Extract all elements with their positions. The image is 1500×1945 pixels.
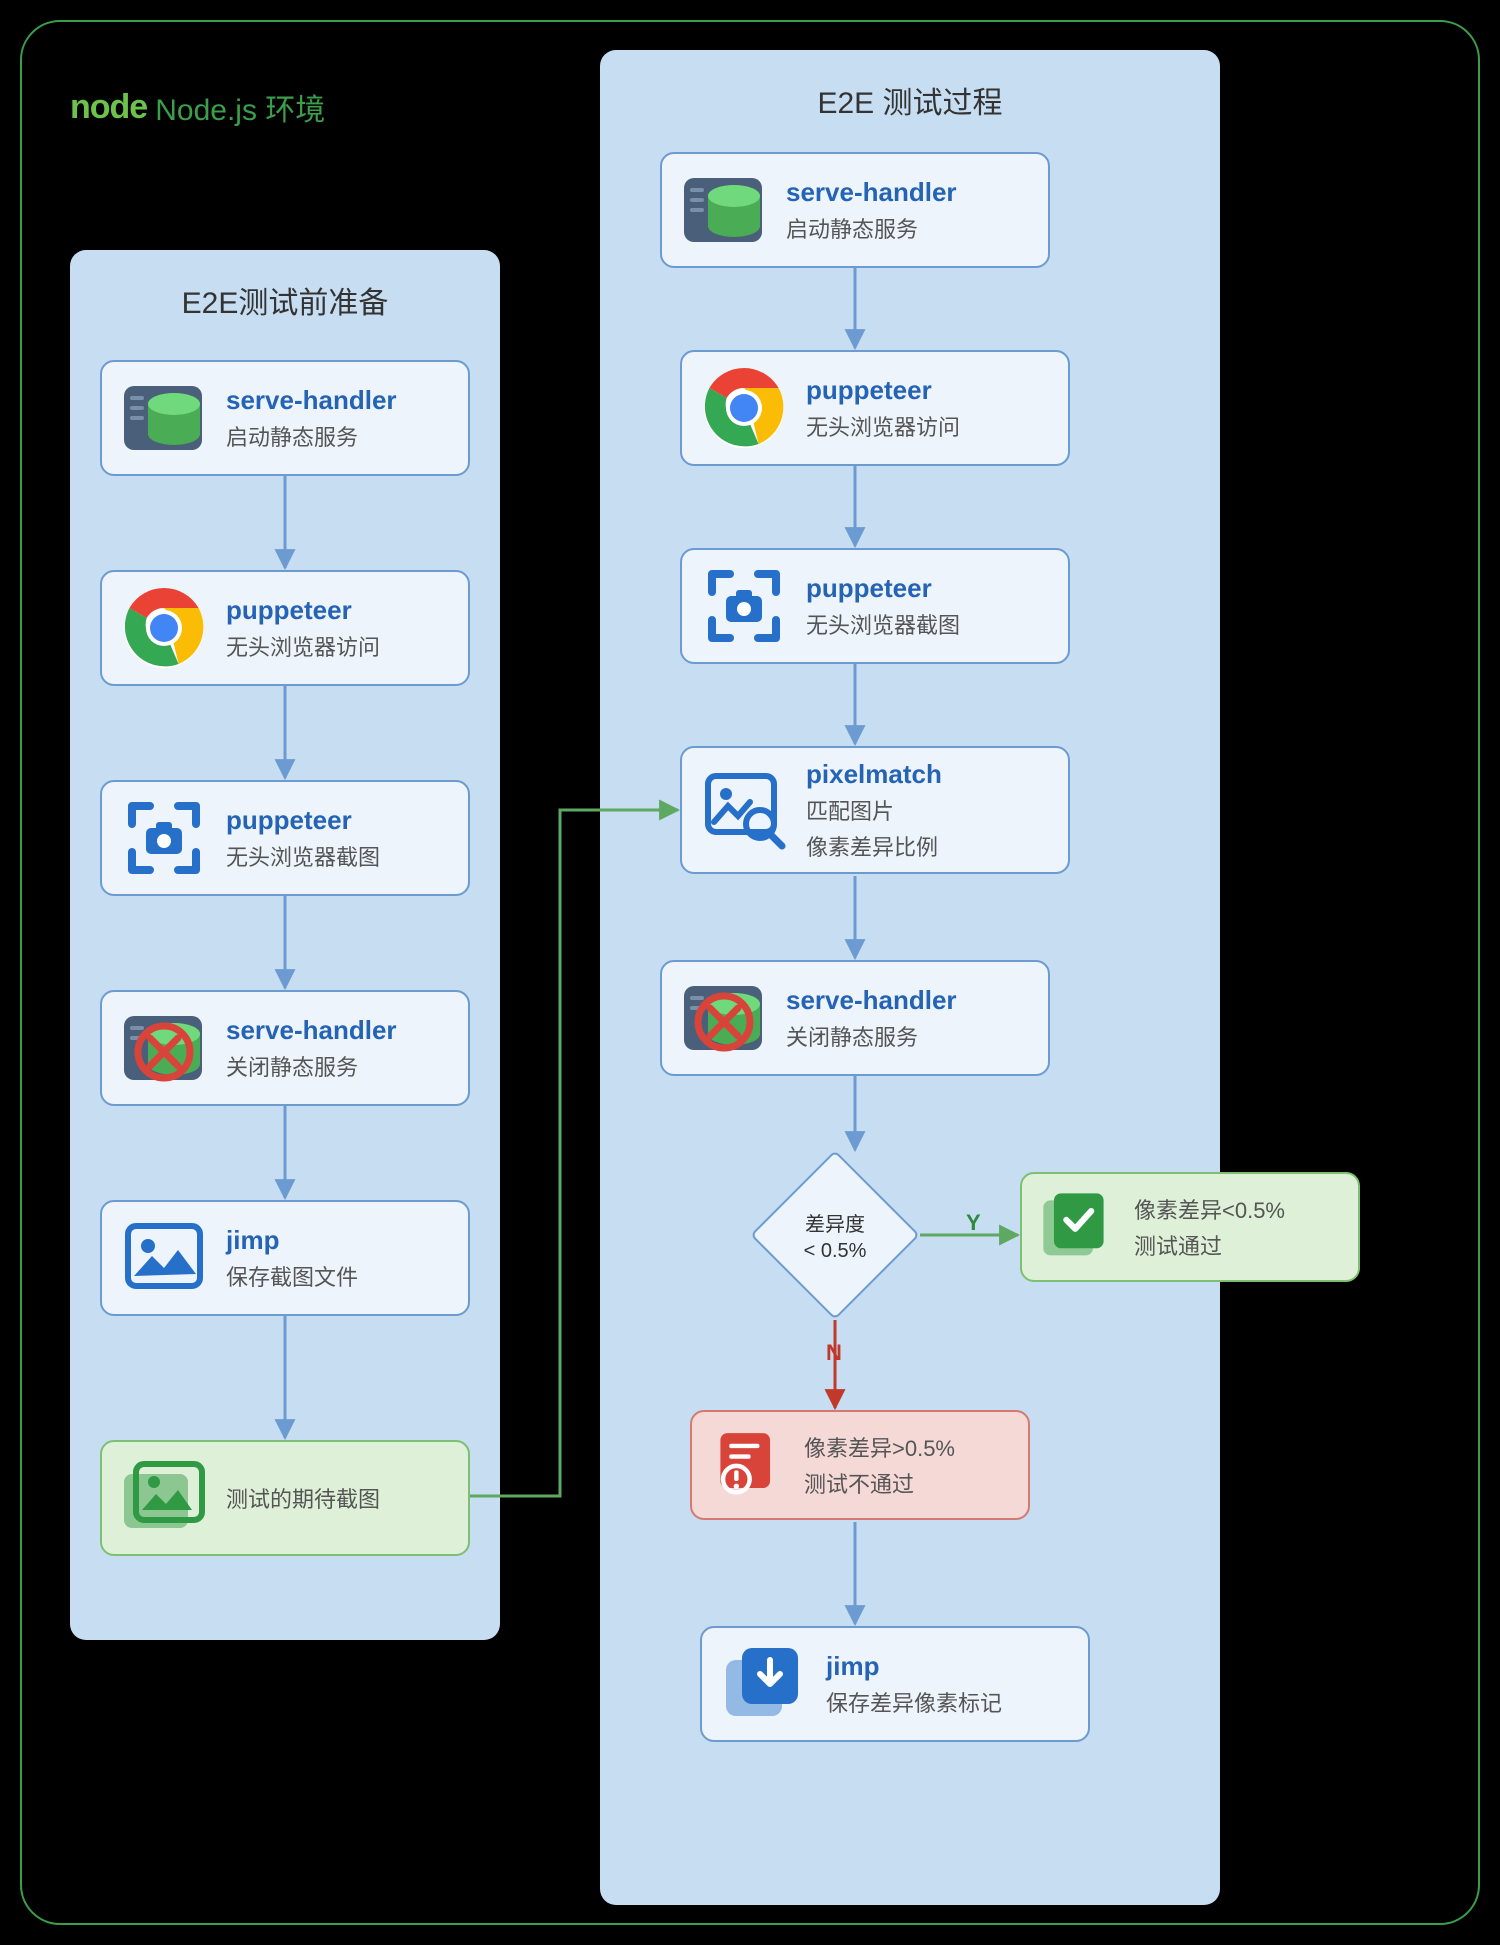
node-sub2: 测试不通过 xyxy=(804,1467,955,1499)
node-r3: puppeteer 无头浏览器截图 xyxy=(680,548,1070,664)
node-r4: pixelmatch 匹配图片 像素差异比例 xyxy=(680,746,1070,874)
node-l2: puppeteer 无头浏览器访问 xyxy=(100,570,470,686)
edge-label-y: Y xyxy=(966,1210,981,1236)
node-r1: serve-handler 启动静态服务 xyxy=(660,152,1050,268)
node-sub2: 像素差异比例 xyxy=(806,830,942,862)
node-sub: 匹配图片 xyxy=(806,794,942,826)
node-sub: 无头浏览器截图 xyxy=(226,840,380,872)
camera-focus-icon xyxy=(120,794,208,882)
diamond-line1: 差异度 xyxy=(805,1214,865,1236)
node-sub: 像素差异>0.5% xyxy=(804,1431,955,1463)
chrome-icon xyxy=(700,364,788,452)
header-block: node Node.js 环境 xyxy=(70,85,325,129)
node-title: jimp xyxy=(226,1225,358,1256)
node-title: pixelmatch xyxy=(806,759,942,790)
node-title: puppeteer xyxy=(226,805,380,836)
pictures-icon xyxy=(120,1454,208,1542)
node-l4: serve-handler 关闭静态服务 xyxy=(100,990,470,1106)
node-sub: 启动静态服务 xyxy=(786,212,957,244)
section-left-title: E2E测试前准备 xyxy=(70,278,500,322)
node-r6-text: 差异度 < 0.5% xyxy=(770,1212,900,1264)
node-title: serve-handler xyxy=(226,1015,397,1046)
node-sub: 测试的期待截图 xyxy=(226,1482,380,1514)
diamond-line2: < 0.5% xyxy=(804,1240,867,1262)
node-sub: 启动静态服务 xyxy=(226,420,397,452)
node-sub: 无头浏览器访问 xyxy=(806,410,960,442)
server-close-icon xyxy=(120,1004,208,1092)
picture-icon xyxy=(120,1214,208,1302)
node-sub: 无头浏览器截图 xyxy=(806,608,960,640)
download-stack-icon xyxy=(720,1640,808,1728)
node-sub: 保存截图文件 xyxy=(226,1260,358,1292)
node-r9: jimp 保存差异像素标记 xyxy=(700,1626,1090,1742)
node-l6: 测试的期待截图 xyxy=(100,1440,470,1556)
server-db-icon xyxy=(120,374,208,462)
doc-alert-icon xyxy=(708,1426,786,1504)
node-sub: 关闭静态服务 xyxy=(786,1020,957,1052)
node-r8: 像素差异>0.5% 测试不通过 xyxy=(690,1410,1030,1520)
node-r5: serve-handler 关闭静态服务 xyxy=(660,960,1050,1076)
node-sub2: 测试通过 xyxy=(1134,1229,1285,1261)
node-sub: 无头浏览器访问 xyxy=(226,630,380,662)
node-title: puppeteer xyxy=(806,375,960,406)
node-title: jimp xyxy=(826,1651,1002,1682)
edge-label-n: N xyxy=(826,1340,842,1366)
node-title: puppeteer xyxy=(226,595,380,626)
chrome-icon xyxy=(120,584,208,672)
node-sub: 保存差异像素标记 xyxy=(826,1686,1002,1718)
node-l3: puppeteer 无头浏览器截图 xyxy=(100,780,470,896)
node-l1: serve-handler 启动静态服务 xyxy=(100,360,470,476)
camera-focus-icon xyxy=(700,562,788,650)
node-title: serve-handler xyxy=(786,985,957,1016)
node-sub: 关闭静态服务 xyxy=(226,1050,397,1082)
node-sub: 像素差异<0.5% xyxy=(1134,1193,1285,1225)
env-label: Node.js 环境 xyxy=(155,85,325,129)
section-right-title: E2E 测试过程 xyxy=(600,78,1220,122)
node-l5: jimp 保存截图文件 xyxy=(100,1200,470,1316)
node-title: serve-handler xyxy=(226,385,397,416)
node-title: serve-handler xyxy=(786,177,957,208)
doc-check-icon xyxy=(1038,1188,1116,1266)
node-r2: puppeteer 无头浏览器访问 xyxy=(680,350,1070,466)
image-search-icon xyxy=(700,766,788,854)
server-db-icon xyxy=(680,166,768,254)
node-title: puppeteer xyxy=(806,573,960,604)
node-r7: 像素差异<0.5% 测试通过 xyxy=(1020,1172,1360,1282)
node-logo: node xyxy=(70,88,147,127)
server-close-icon xyxy=(680,974,768,1062)
